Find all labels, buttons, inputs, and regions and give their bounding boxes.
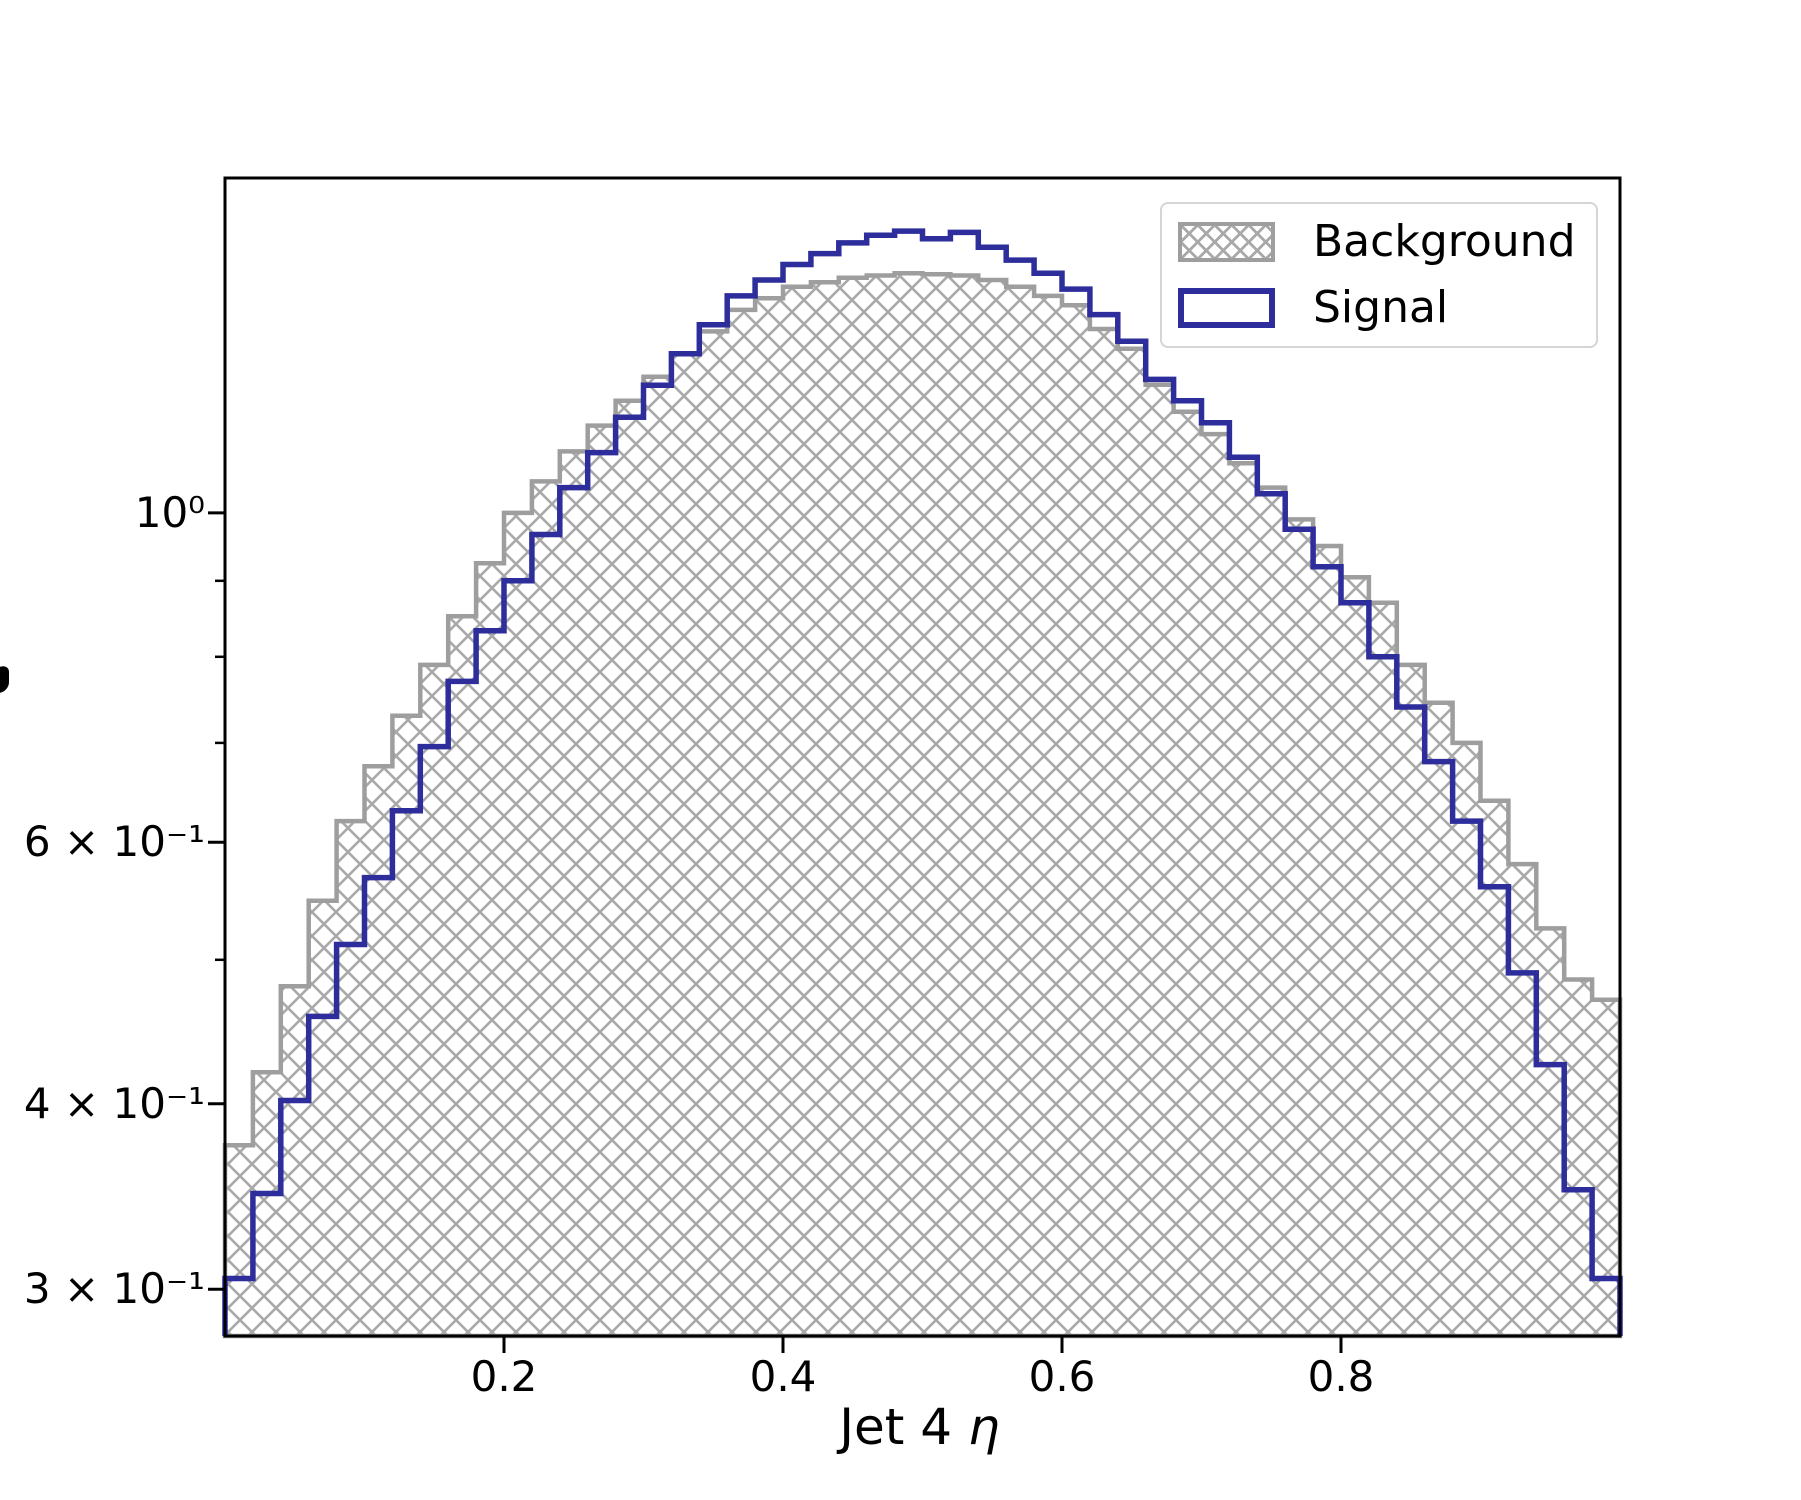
legend-label-background: Background <box>1313 216 1576 267</box>
ytick-label-4e-1: 4 × 10⁻¹ <box>23 1079 205 1128</box>
legend-item-background: Background <box>1178 220 1596 264</box>
xtick-label-0-2: 0.2 <box>470 1352 538 1401</box>
xtick-label-0-6: 0.6 <box>1028 1352 1096 1401</box>
background-histogram <box>222 271 1623 1339</box>
x-axis-label-eta-symbol: η <box>968 1398 1000 1456</box>
legend-swatch-signal-line <box>1178 288 1275 328</box>
xtick-label-0-8: 0.8 <box>1307 1352 1375 1401</box>
ytick-label-3e-1: 3 × 10⁻¹ <box>23 1264 205 1313</box>
legend-swatch-background-hatch <box>1178 222 1275 262</box>
legend-label-signal: Signal <box>1313 282 1449 333</box>
xtick-label-0-4: 0.4 <box>749 1352 817 1401</box>
legend-item-signal: Signal <box>1178 286 1596 330</box>
x-axis-label: Jet 4 η <box>222 1398 1617 1456</box>
signal-histogram <box>222 228 1623 1336</box>
axes-frame <box>223 176 1622 1338</box>
x-axis-label-text: Jet 4 <box>839 1398 968 1456</box>
ytick-label-1e0: 10⁰ <box>134 488 205 537</box>
ytick-label-6e-1: 6 × 10⁻¹ <box>23 817 205 866</box>
legend: Background Signal <box>1160 202 1598 348</box>
